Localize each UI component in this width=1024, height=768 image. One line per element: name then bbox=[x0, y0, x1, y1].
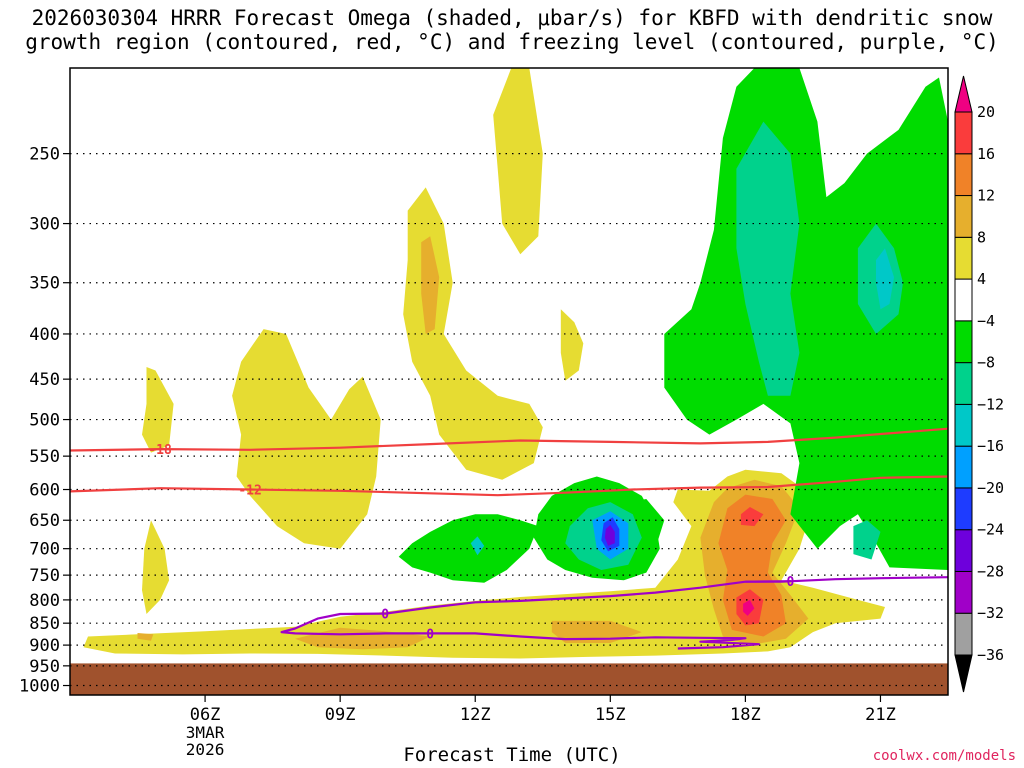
colorbar-box-12 bbox=[954, 153, 973, 197]
colorbar-label-0: −36 bbox=[977, 646, 1004, 664]
ground-fill bbox=[70, 663, 948, 695]
contour-dgz-0 bbox=[70, 427, 948, 452]
colorbar-label-7: −8 bbox=[977, 354, 995, 372]
contour-label-2: 0 bbox=[786, 575, 794, 590]
colorbar-box-10 bbox=[954, 236, 973, 280]
omega-region-15 bbox=[743, 599, 755, 616]
y-tick-label-750: 750 bbox=[29, 566, 60, 586]
colorbar-box-4 bbox=[954, 487, 973, 531]
x-tick-sublabel-06Z-1: 2026 bbox=[186, 740, 225, 759]
omega-region-3 bbox=[403, 187, 543, 480]
omega-region-0 bbox=[142, 367, 174, 453]
y-tick-label-550: 550 bbox=[29, 447, 60, 467]
chart-title: 2026030304 HRRR Forecast Omega (shaded, … bbox=[0, 6, 1024, 54]
y-tick-label-450: 450 bbox=[29, 370, 60, 390]
colorbar-label-12: 16 bbox=[977, 145, 995, 163]
x-tick-label-18Z: 18Z bbox=[730, 705, 761, 725]
omega-region-12 bbox=[718, 494, 786, 637]
omega-region-16 bbox=[664, 68, 948, 570]
colorbar-box-5 bbox=[954, 445, 973, 489]
omega-region-4 bbox=[421, 236, 440, 334]
contour-dgz-1 bbox=[70, 475, 948, 497]
omega-region-1 bbox=[142, 520, 170, 614]
colorbar-box-2 bbox=[954, 570, 973, 614]
colorbar-label-4: −20 bbox=[977, 479, 1004, 497]
y-tick-label-300: 300 bbox=[29, 215, 60, 235]
y-tick-label-1000: 1000 bbox=[19, 677, 60, 697]
omega-region-6 bbox=[560, 309, 584, 381]
plot-area: -18 -12 0 0 0 bbox=[70, 68, 948, 695]
colorbar: −36 −32 −28 −24 −20 −16 −12 −8 −4 4 8 12 16 20 bbox=[954, 75, 1004, 693]
omega-region-13 bbox=[740, 507, 764, 527]
x-tick-label-06Z: 06Z bbox=[190, 705, 221, 725]
colorbar-label-2: −28 bbox=[977, 562, 1004, 580]
x-axis-label: Forecast Time (UTC) bbox=[403, 744, 621, 766]
x-tick-label-21Z: 21Z bbox=[865, 705, 896, 725]
y-tick-label-700: 700 bbox=[29, 540, 60, 560]
colorbar-max-triangle bbox=[954, 75, 973, 113]
colorbar-label-13: 20 bbox=[977, 103, 995, 121]
colorbar-label-5: −16 bbox=[977, 437, 1004, 455]
y-tick-label-950: 950 bbox=[29, 657, 60, 677]
contour-label-3: 0 bbox=[381, 608, 389, 623]
omega-region-17 bbox=[736, 121, 800, 396]
y-tick-label-500: 500 bbox=[29, 411, 60, 431]
x-tick-sublabel-06Z-0: 3MAR bbox=[186, 723, 225, 742]
y-tick-label-350: 350 bbox=[29, 274, 60, 294]
x-tick-label-15Z: 15Z bbox=[595, 705, 626, 725]
y-tick-label-800: 800 bbox=[29, 591, 60, 611]
colorbar-box-8 bbox=[954, 320, 973, 364]
colorbar-box-7 bbox=[954, 362, 973, 405]
colorbar-label-10: 8 bbox=[977, 228, 986, 246]
omega-region-19 bbox=[876, 248, 894, 310]
colorbar-label-3: −24 bbox=[977, 521, 1004, 539]
omega-region-8 bbox=[137, 633, 154, 641]
colorbar-box-9 bbox=[954, 278, 973, 322]
omega-region-5 bbox=[493, 68, 543, 255]
y-tick-label-850: 850 bbox=[29, 614, 60, 634]
chart-title-line-1: 2026030304 HRRR Forecast Omega (shaded, … bbox=[31, 6, 993, 30]
omega-region-22 bbox=[398, 514, 539, 583]
y-tick-label-650: 650 bbox=[29, 511, 60, 531]
contour-label-4: 0 bbox=[426, 627, 434, 642]
omega-region-7 bbox=[83, 469, 885, 659]
credit-link[interactable]: coolwx.com/models bbox=[872, 748, 1016, 764]
colorbar-min-triangle bbox=[954, 654, 973, 693]
omega-region-25 bbox=[470, 536, 485, 556]
colorbar-box-3 bbox=[954, 529, 973, 572]
x-tick-label-12Z: 12Z bbox=[460, 705, 491, 725]
contour-freezing-3 bbox=[280, 580, 791, 650]
colorbar-box-11 bbox=[954, 195, 973, 238]
colorbar-box-1 bbox=[954, 612, 973, 656]
y-tick-label-400: 400 bbox=[29, 325, 60, 345]
y-tick-label-900: 900 bbox=[29, 636, 60, 656]
plot-frame bbox=[69, 67, 949, 696]
x-tick-label-09Z: 09Z bbox=[325, 705, 356, 725]
omega-region-2 bbox=[232, 329, 381, 549]
colorbar-box-13 bbox=[954, 111, 973, 155]
contour-label-0: -18 bbox=[148, 443, 172, 458]
colorbar-label-11: 12 bbox=[977, 187, 995, 205]
y-tick-label-600: 600 bbox=[29, 481, 60, 501]
colorbar-label-1: −32 bbox=[977, 604, 1004, 622]
colorbar-label-9: 4 bbox=[977, 270, 986, 288]
omega-region-28 bbox=[604, 524, 615, 546]
y-tick-label-250: 250 bbox=[29, 145, 60, 165]
colorbar-label-6: −12 bbox=[977, 395, 1004, 413]
contour-label-1: -12 bbox=[238, 484, 261, 499]
chart-title-line-2: growth region (contoured, red, °C) and f… bbox=[25, 30, 999, 54]
colorbar-box-6 bbox=[954, 403, 973, 447]
colorbar-label-8: −4 bbox=[977, 312, 995, 330]
omega-region-20 bbox=[853, 520, 881, 560]
